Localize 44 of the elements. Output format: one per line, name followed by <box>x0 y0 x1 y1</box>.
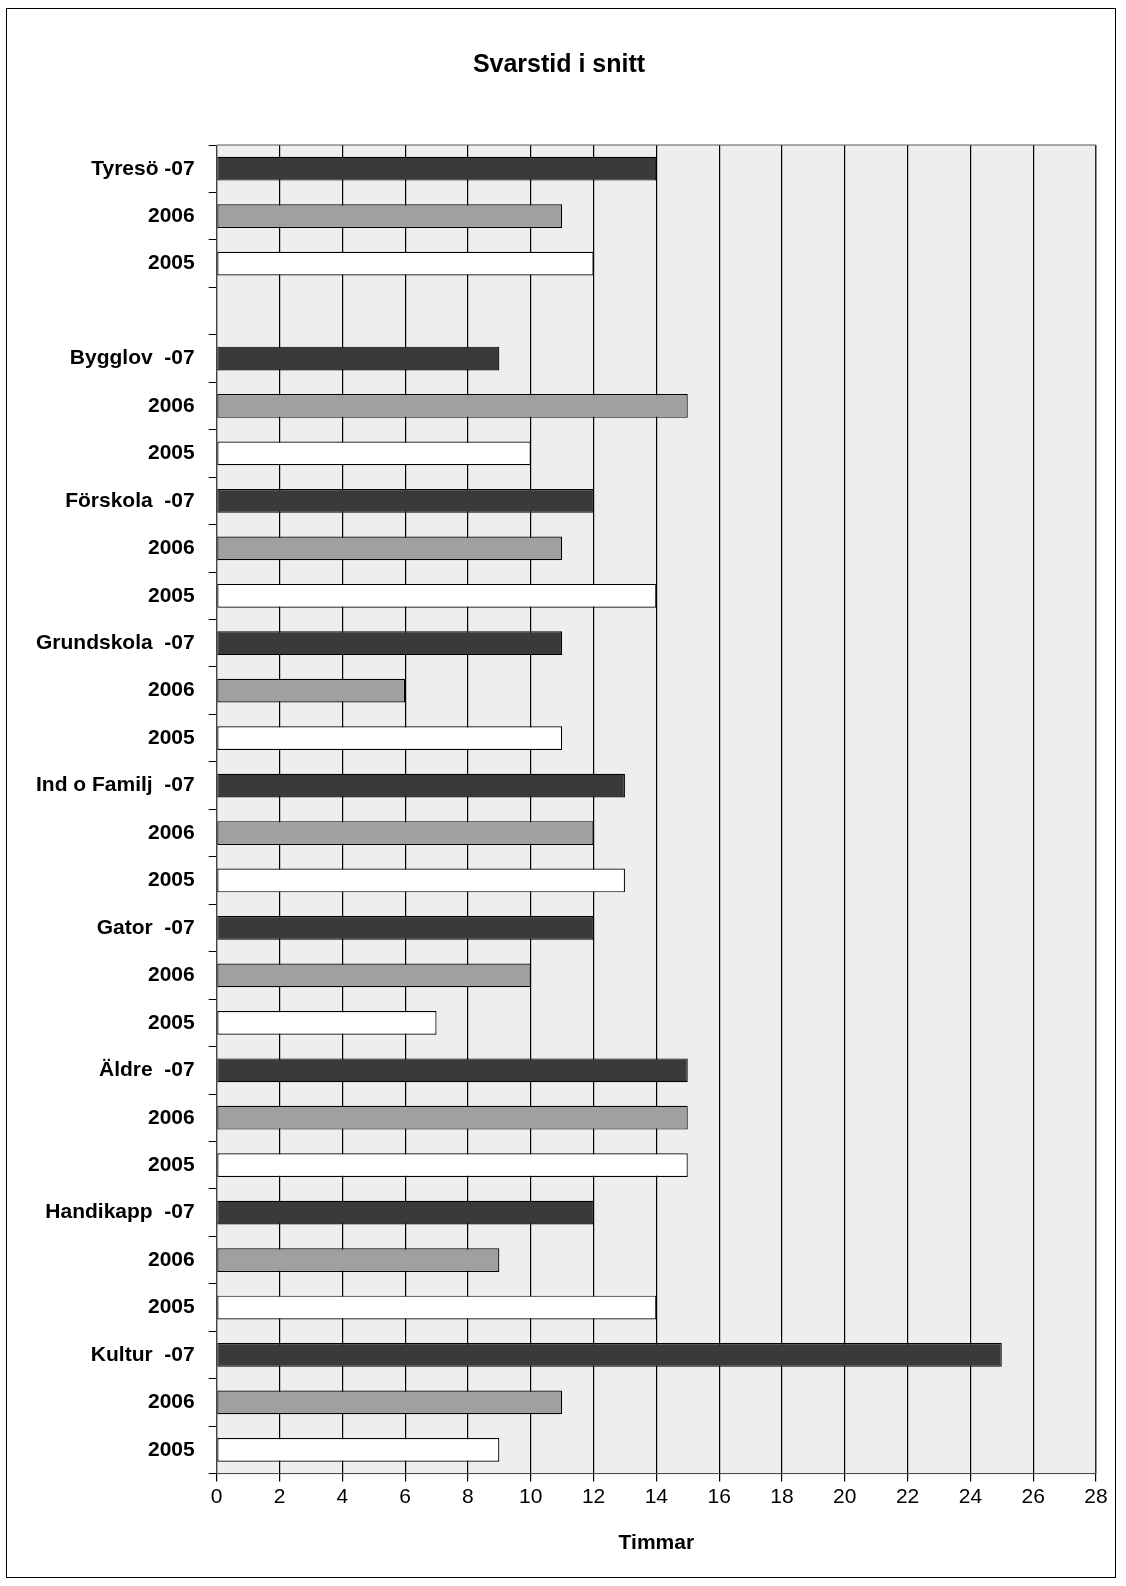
x-tick-label: 16 <box>707 1484 731 1507</box>
y-tick-label: 2006 <box>147 819 195 843</box>
y-tick-label: 2005 <box>147 440 196 464</box>
x-tick-label: 28 <box>1084 1484 1108 1507</box>
y-tick-label: 2006 <box>147 1246 195 1270</box>
x-tick-label: 18 <box>770 1484 794 1507</box>
y-tick-label: Handikapp -07 <box>45 1199 195 1223</box>
y-tick-label: 2006 <box>147 962 195 986</box>
x-tick-label: 24 <box>958 1484 983 1507</box>
y-tick-label: 2006 <box>147 1104 195 1128</box>
chart-title: Svarstid i snitt <box>472 48 646 77</box>
y-tick-label: 2005 <box>147 1436 196 1460</box>
x-tick-label: 0 <box>210 1484 223 1507</box>
x-tick-label: 8 <box>462 1484 474 1507</box>
x-tick-label: 6 <box>399 1484 411 1507</box>
x-tick-label: 4 <box>336 1484 349 1507</box>
y-tick-label: 2005 <box>147 250 196 274</box>
y-tick-label: 2006 <box>147 202 195 226</box>
x-axis-title: Timmar <box>618 1530 695 1554</box>
x-tick-label: 26 <box>1021 1484 1045 1507</box>
y-tick-label: 2005 <box>147 1294 196 1318</box>
x-tick-label: 20 <box>833 1484 857 1507</box>
y-tick-label: 2006 <box>147 677 195 701</box>
y-tick-label: Tyresö -07 <box>91 155 195 179</box>
y-tick-label: Kultur -07 <box>90 1341 195 1365</box>
y-tick-label: 2006 <box>147 535 195 559</box>
y-tick-label: 2005 <box>147 1009 196 1033</box>
y-tick-label: Äldre -07 <box>99 1057 195 1081</box>
x-tick-label: 10 <box>519 1484 543 1507</box>
y-tick-label: Förskola -07 <box>65 487 195 511</box>
x-tick-label: 14 <box>644 1484 669 1507</box>
y-tick-label: 2005 <box>147 582 196 606</box>
y-tick-label: 2005 <box>147 1151 196 1175</box>
y-tick-label: 2006 <box>147 392 195 416</box>
x-tick-label: 2 <box>273 1484 286 1507</box>
x-tick-label: 12 <box>581 1484 606 1507</box>
y-tick-label: 2006 <box>147 1389 195 1413</box>
y-tick-label: Grundskola -07 <box>35 630 195 654</box>
y-tick-label: 2005 <box>147 724 196 748</box>
y-tick-label: Ind o Familj -07 <box>36 772 195 796</box>
y-tick-label: 2005 <box>147 867 196 891</box>
x-tick-label: 22 <box>895 1484 920 1507</box>
y-tick-label: Gator -07 <box>96 914 195 938</box>
y-tick-label: Bygglov -07 <box>69 345 195 369</box>
